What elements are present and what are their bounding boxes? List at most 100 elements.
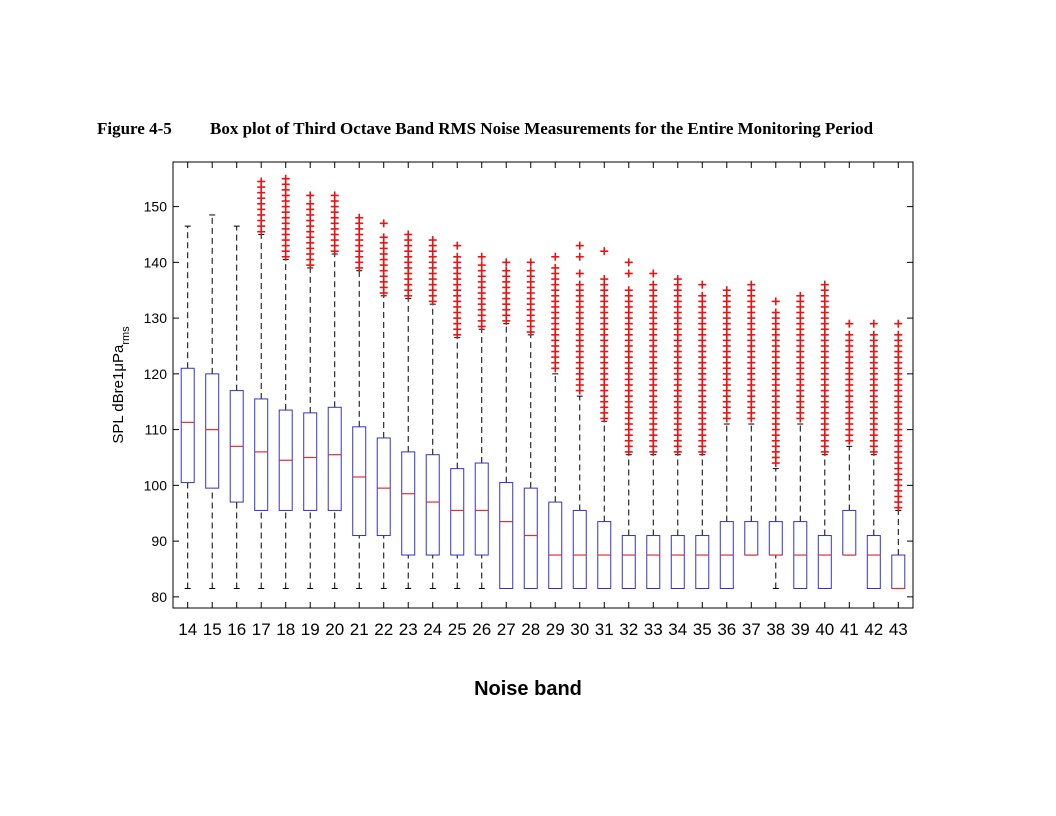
y-tick-label: 130 (144, 310, 168, 326)
iqr-box (695, 535, 710, 589)
x-tick-label: 41 (840, 620, 859, 639)
y-axis-label: SPL dBre1μParms (110, 326, 132, 444)
x-tick-label: 23 (399, 620, 418, 639)
box-band-16 (229, 225, 244, 589)
x-tick-label: 35 (693, 620, 712, 639)
x-tick-label: 15 (203, 620, 222, 639)
iqr-box (376, 437, 391, 537)
x-tick-label: 39 (791, 620, 810, 639)
x-axis: 14 15 16 17 18 19 20 21 22 23 24 25 26 27 28 29 30 31 32 33… (178, 162, 908, 639)
box-band-23 (401, 230, 416, 589)
x-tick-label: 26 (472, 620, 491, 639)
iqr-box (572, 509, 587, 589)
box-band-25 (450, 241, 465, 589)
box-band-28 (523, 258, 538, 589)
iqr-box (254, 398, 269, 511)
iqr-box (548, 501, 563, 589)
y-axis-label-subscript: rms (120, 326, 132, 345)
iqr-box (499, 482, 514, 589)
x-tick-label: 18 (276, 620, 295, 639)
x-tick-label: 21 (350, 620, 369, 639)
box-band-26 (474, 252, 489, 589)
y-axis: 80 90 100 110 120 130 140 150 (144, 199, 913, 605)
x-tick-label: 20 (325, 620, 344, 639)
y-axis-label-main: SPL dBre1μPa (110, 344, 127, 444)
x-tick-label: 32 (619, 620, 638, 639)
plot-area-frame (172, 161, 914, 609)
box-band-41 (842, 319, 857, 556)
iqr-box (303, 412, 318, 511)
box-band-29 (548, 252, 563, 589)
x-tick-label: 40 (815, 620, 834, 639)
boxes-group (180, 174, 906, 590)
iqr-box (744, 521, 759, 556)
y-tick-label: 150 (144, 199, 168, 215)
x-tick-label: 42 (864, 620, 883, 639)
box-band-40 (817, 280, 832, 589)
x-tick-label: 37 (742, 620, 761, 639)
x-tick-label: 16 (227, 620, 246, 639)
y-tick-label: 140 (144, 254, 168, 270)
box-band-31 (597, 247, 612, 589)
iqr-box (401, 451, 416, 556)
x-axis-label: Noise band (474, 678, 582, 700)
box-band-42 (866, 319, 881, 589)
y-tick-label: 110 (145, 422, 168, 438)
x-tick-label: 27 (497, 620, 516, 639)
box-band-35 (695, 280, 710, 589)
x-tick-label: 34 (668, 620, 687, 639)
iqr-box (205, 373, 220, 489)
iqr-box (842, 509, 857, 556)
x-tick-label: 22 (374, 620, 393, 639)
y-tick-label: 80 (151, 589, 167, 605)
x-tick-label: 30 (570, 620, 589, 639)
box-band-30 (572, 241, 587, 589)
x-tick-label: 28 (521, 620, 540, 639)
iqr-box (866, 535, 881, 589)
y-tick-label: 120 (144, 366, 168, 382)
box-band-20 (327, 191, 342, 589)
iqr-box (621, 535, 636, 589)
box-band-33 (646, 269, 661, 589)
x-tick-label: 24 (423, 620, 442, 639)
y-tick-label: 90 (151, 533, 167, 549)
box-band-15 (205, 214, 220, 589)
x-tick-label: 25 (448, 620, 467, 639)
box-band-36 (719, 286, 734, 589)
box-band-27 (499, 258, 514, 589)
iqr-box (352, 426, 367, 537)
iqr-box (670, 535, 685, 589)
box-band-18 (278, 174, 293, 589)
iqr-box (425, 454, 440, 556)
iqr-box (891, 554, 906, 589)
x-tick-label: 43 (889, 620, 908, 639)
box-band-38 (768, 297, 783, 589)
box-band-34 (670, 275, 685, 589)
box-band-14 (180, 225, 195, 589)
x-tick-label: 19 (301, 620, 320, 639)
box-band-17 (254, 177, 269, 589)
figure-number: Figure 4-5 (97, 119, 172, 138)
iqr-box (327, 406, 342, 511)
x-tick-label: 31 (595, 620, 614, 639)
box-band-32 (621, 258, 636, 589)
y-tick-label: 100 (144, 477, 168, 493)
iqr-box (180, 367, 195, 484)
iqr-box (523, 487, 538, 589)
x-tick-label: 14 (178, 620, 197, 639)
iqr-box (450, 468, 465, 556)
x-tick-label: 29 (546, 620, 565, 639)
box-band-37 (744, 280, 759, 556)
x-tick-label: 36 (717, 620, 736, 639)
box-band-21 (352, 213, 367, 589)
box-band-22 (376, 219, 391, 589)
iqr-box (768, 521, 783, 556)
iqr-box (817, 535, 832, 589)
x-tick-label: 38 (766, 620, 785, 639)
box-band-39 (793, 291, 808, 589)
box-band-24 (425, 236, 440, 589)
figure-caption: Box plot of Third Octave Band RMS Noise … (210, 119, 874, 138)
iqr-box (646, 535, 661, 589)
x-tick-label: 33 (644, 620, 663, 639)
